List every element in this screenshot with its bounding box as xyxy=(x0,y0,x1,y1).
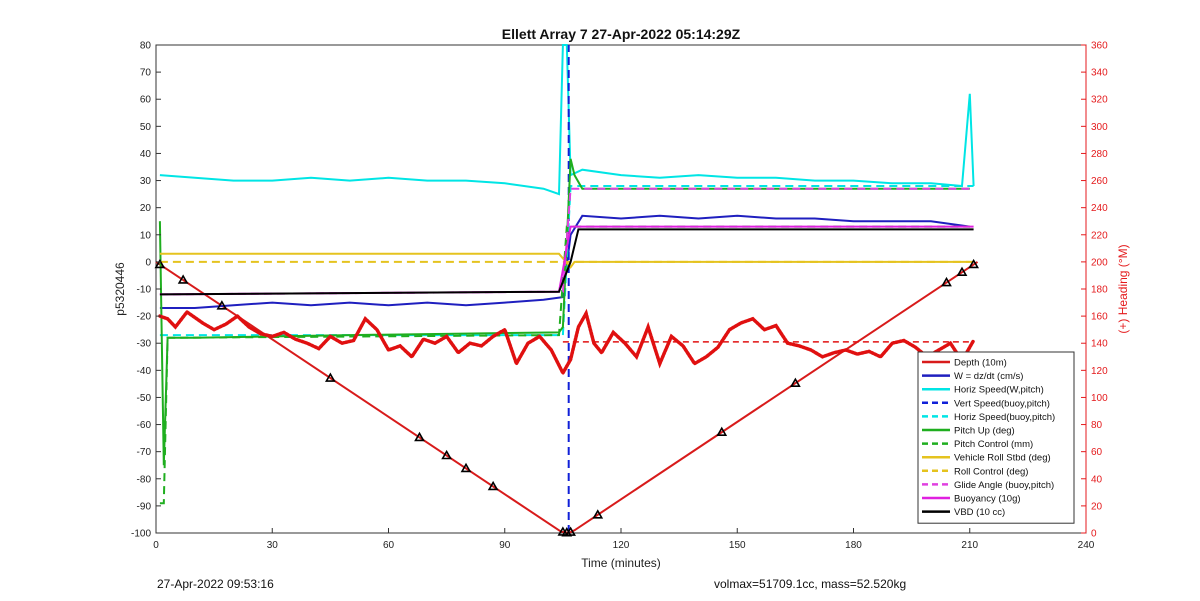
legend-box xyxy=(917,351,1075,524)
legend-label-2: Horiz Speed(W,pitch) xyxy=(954,385,1044,396)
x-axis-label: Time (minutes) xyxy=(581,556,661,570)
y-tick-label-10: 0 xyxy=(145,257,151,268)
legend-label-6: Pitch Control (mm) xyxy=(954,439,1033,450)
x-tick-label-8: 240 xyxy=(1078,540,1095,551)
footer-timestamp: 27-Apr-2022 09:53:16 xyxy=(157,577,274,591)
x-tick-label-2: 60 xyxy=(383,540,395,551)
y-tick-label-2: -80 xyxy=(137,474,152,485)
y2-tick-label-2: 40 xyxy=(1091,474,1103,485)
y-tick-label-12: 20 xyxy=(140,203,152,214)
legend-label-7: Vehicle Roll Stbd (deg) xyxy=(954,453,1051,464)
depth-marker-13 xyxy=(789,377,801,387)
y2-tick-label-11: 220 xyxy=(1091,230,1108,241)
axes-layer: 0 30 60 90 120 150 180 210 240-100-90-80-70-60-5… xyxy=(131,41,1108,552)
y-tick-label-5: -50 xyxy=(137,393,152,404)
depth-marker-12 xyxy=(716,426,728,437)
series-layer xyxy=(155,44,979,535)
y-tick-label-11: 10 xyxy=(140,230,152,241)
y2-tick-label-18: 360 xyxy=(1091,41,1108,52)
depth-marker-1 xyxy=(177,274,189,284)
y2-tick-label-13: 260 xyxy=(1091,176,1108,187)
chart-title: Ellett Array 7 27-Apr-2022 05:14:29Z xyxy=(502,26,741,42)
legend-label-9: Glide Angle (buoy,pitch) xyxy=(954,480,1054,491)
legend-label-3: Vert Speed(buoy,pitch) xyxy=(954,398,1050,409)
x-tick-label-5: 150 xyxy=(729,540,746,551)
x-tick-label-3: 90 xyxy=(499,540,511,551)
y-tick-label-14: 40 xyxy=(140,149,152,160)
y2-tick-label-12: 240 xyxy=(1091,203,1108,214)
y-tick-label-15: 50 xyxy=(140,122,152,133)
x-tick-label-4: 120 xyxy=(613,540,630,551)
y-tick-label-16: 60 xyxy=(140,95,152,106)
y2-tick-label-16: 320 xyxy=(1091,95,1108,106)
x-tick-label-0: 0 xyxy=(153,540,159,551)
y2-tick-label-4: 80 xyxy=(1091,420,1103,431)
x-tick-label-6: 180 xyxy=(845,540,862,551)
y2-tick-label-0: 0 xyxy=(1091,529,1097,540)
y2-tick-label-1: 20 xyxy=(1091,501,1103,512)
y2-tick-label-5: 100 xyxy=(1091,393,1108,404)
legend-label-0: Depth (10m) xyxy=(954,358,1007,369)
x-tick-label-1: 30 xyxy=(267,540,279,551)
depth-marker-0 xyxy=(154,258,166,269)
depth-marker-4 xyxy=(414,431,425,442)
depth-marker-10 xyxy=(565,526,577,536)
series-heading xyxy=(158,308,976,377)
footer-vehicle-info: volmax=51709.1cc, mass=52.520kg xyxy=(714,577,907,591)
y2-axis-label: (+) Heading (°M) xyxy=(1116,244,1130,333)
legend-label-1: W = dz/dt (cm/s) xyxy=(954,371,1023,382)
y-tick-label-18: 80 xyxy=(140,41,152,52)
depth-marker-7 xyxy=(487,480,499,491)
depth-marker-15 xyxy=(956,266,968,277)
y2-tick-label-10: 200 xyxy=(1091,257,1108,268)
depth-marker-11 xyxy=(592,509,604,519)
y-tick-label-13: 30 xyxy=(140,176,152,187)
y2-tick-label-17: 340 xyxy=(1091,68,1108,79)
y-tick-label-0: -100 xyxy=(131,529,151,540)
legend: Depth (10m) W = dz/dt (cm/s) Horiz Speed(W… xyxy=(917,351,1075,524)
x-tick-label-7: 210 xyxy=(961,540,978,551)
y-tick-label-8: -20 xyxy=(137,312,152,323)
y-axis-label: p5320446 xyxy=(113,262,127,316)
depth-markers-layer xyxy=(154,258,980,537)
y-tick-label-6: -40 xyxy=(137,366,152,377)
depth-marker-2 xyxy=(216,300,228,310)
legend-label-8: Roll Control (deg) xyxy=(954,466,1028,477)
depth-marker-6 xyxy=(460,462,472,473)
y-tick-label-17: 70 xyxy=(140,68,152,79)
y-tick-label-4: -60 xyxy=(137,420,152,431)
y2-tick-label-3: 60 xyxy=(1091,447,1103,458)
legend-label-11: VBD (10 cc) xyxy=(954,507,1005,518)
legend-label-10: Buoyancy (10g) xyxy=(954,494,1021,505)
y2-tick-label-14: 280 xyxy=(1091,149,1108,160)
y2-tick-label-7: 140 xyxy=(1091,339,1108,350)
depth-marker-16 xyxy=(968,258,980,269)
y2-tick-label-15: 300 xyxy=(1091,122,1108,133)
y2-tick-label-6: 120 xyxy=(1091,366,1108,377)
y-tick-label-9: -10 xyxy=(137,285,152,296)
legend-label-5: Pitch Up (deg) xyxy=(954,426,1015,437)
y2-tick-label-9: 180 xyxy=(1091,285,1108,296)
y-tick-label-3: -70 xyxy=(137,447,152,458)
y2-tick-label-8: 160 xyxy=(1091,312,1108,323)
heading-layer xyxy=(158,308,976,377)
legend-label-4: Horiz Speed(buoy,pitch) xyxy=(954,412,1055,423)
series-vbd-10-cc xyxy=(159,228,974,296)
y-tick-label-1: -90 xyxy=(137,501,152,512)
depth-marker-3 xyxy=(324,372,336,382)
depth-marker-14 xyxy=(941,276,952,287)
depth-marker-5 xyxy=(441,449,453,460)
y-tick-label-7: -30 xyxy=(137,339,152,350)
